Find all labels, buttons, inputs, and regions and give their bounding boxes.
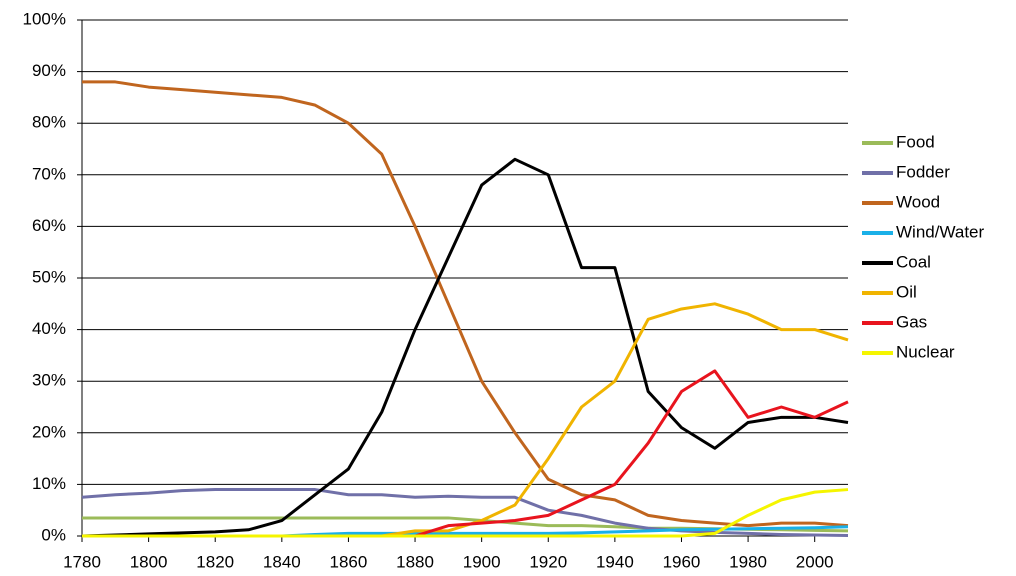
x-tick-label: 1920 [529,552,567,571]
y-tick-label: 80% [32,113,66,132]
y-tick-label: 30% [32,371,66,390]
x-tick-label: 1960 [663,552,701,571]
line-series [81,488,849,537]
x-tick-label: 1820 [196,552,234,571]
y-tick-label: 90% [32,61,66,80]
y-tick-label: 10% [32,474,66,493]
line-series [82,488,849,538]
line-series [82,302,849,538]
x-tick-label: 1800 [130,552,168,571]
line-series [81,157,849,538]
x-tick-label: 2000 [796,552,834,571]
y-tick-label: 60% [32,216,66,235]
y-tick-label: 50% [32,267,66,286]
legend-label: Oil [896,282,917,301]
y-tick-label: 100% [23,9,66,28]
legend-label: Fodder [896,162,950,181]
legend-label: Gas [896,312,927,331]
y-tick-label: 20% [32,422,66,441]
legend-label: Food [896,132,935,151]
y-tick-label: 40% [32,319,66,338]
x-tick-label: 1840 [263,552,301,571]
x-tick-label: 1860 [330,552,368,571]
x-tick-label: 1940 [596,552,634,571]
legend-label: Nuclear [896,342,955,361]
y-tick-label: 70% [32,164,66,183]
legend-label: Coal [896,252,931,271]
x-tick-label: 1900 [463,552,501,571]
line-series [82,369,849,538]
legend-label: Wind/Water [896,222,985,241]
legend-label: Wood [896,192,940,211]
x-tick-label: 1780 [63,552,101,571]
line-series [82,80,849,528]
x-tick-label: 1880 [396,552,434,571]
x-tick-label: 1980 [729,552,767,571]
y-tick-label: 0% [41,525,66,544]
